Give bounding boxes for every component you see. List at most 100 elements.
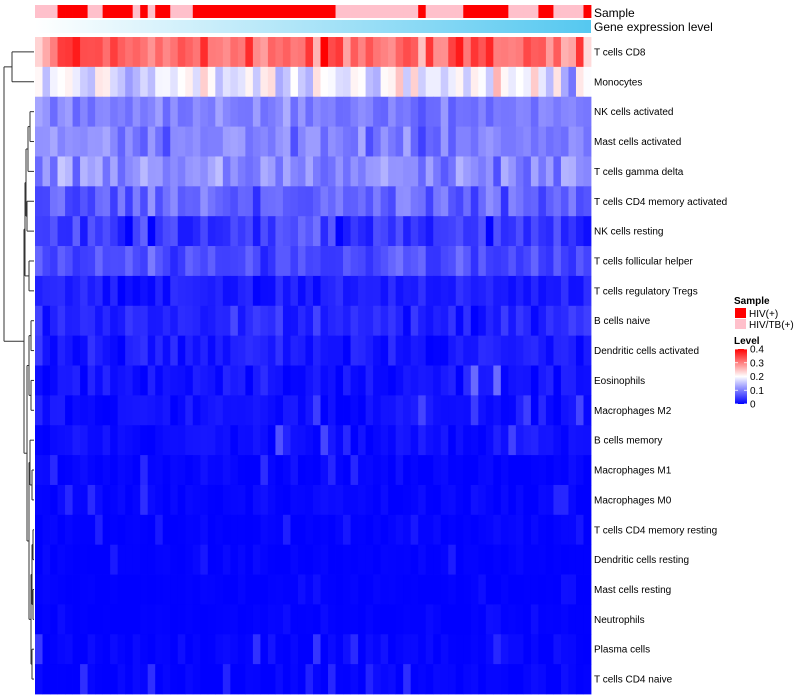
- heatmap-cell: [267, 425, 276, 456]
- heatmap-cell: [433, 216, 442, 247]
- heatmap-cell: [110, 455, 119, 486]
- heatmap-cell: [110, 66, 119, 98]
- heatmap-cell: [440, 37, 449, 68]
- heatmap-cell: [328, 305, 336, 337]
- sample-annotation-cell: [455, 5, 464, 18]
- heatmap-cell: [42, 365, 51, 396]
- heatmap-cell: [358, 455, 366, 486]
- heatmap-cell: [275, 544, 284, 575]
- heatmap-cell: [328, 246, 336, 277]
- heatmap-cell: [80, 66, 88, 98]
- heatmap-cell: [463, 275, 472, 307]
- heatmap-cell: [380, 275, 389, 307]
- sample-annotation-cell: [140, 5, 149, 18]
- heatmap-cell: [545, 484, 554, 516]
- heatmap-cell: [373, 66, 382, 98]
- heatmap-cell: [418, 634, 427, 665]
- heatmap-cell: [245, 514, 254, 546]
- heatmap-cell: [95, 455, 104, 486]
- heatmap-cell: [305, 365, 314, 396]
- heatmap-cell: [207, 604, 216, 635]
- heatmap-cell: [523, 216, 532, 247]
- heatmap-cell: [110, 634, 119, 665]
- heatmap-cell: [87, 156, 96, 187]
- heatmap-cell: [42, 395, 51, 426]
- heatmap-cell: [508, 216, 517, 247]
- heatmap-cell: [440, 574, 449, 605]
- heatmap-cell: [545, 37, 554, 68]
- heatmap-cell: [125, 37, 134, 68]
- heatmap-cell: [553, 186, 562, 217]
- heatmap-cell: [252, 156, 261, 187]
- heatmap-cell: [373, 365, 382, 396]
- heatmap-cell: [305, 246, 314, 277]
- heatmap-cell: [500, 275, 509, 307]
- sample-annotation-cell: [320, 5, 329, 18]
- heatmap-cell: [125, 425, 134, 456]
- heatmap-cell: [365, 96, 374, 127]
- heatmap-cell: [80, 305, 88, 337]
- heatmap-cell: [35, 604, 43, 635]
- heatmap-cell: [455, 365, 464, 396]
- heatmap-cell: [373, 455, 382, 486]
- heatmap-cell: [297, 574, 306, 605]
- heatmap-cell: [560, 37, 569, 68]
- heatmap-cell: [290, 514, 299, 546]
- heatmap-cell: [140, 246, 149, 277]
- heatmap-cell: [95, 664, 104, 695]
- sample-annotation-cell: [72, 5, 81, 18]
- heatmap-cell: [395, 96, 404, 127]
- heatmap-cell: [267, 246, 276, 277]
- sample-annotation-cell: [185, 5, 194, 18]
- heatmap-cell: [350, 514, 359, 546]
- heatmap-cell: [335, 455, 344, 486]
- heatmap-cell: [335, 126, 344, 157]
- heatmap-cell: [328, 37, 336, 68]
- heatmap-cell: [222, 156, 231, 187]
- heatmap-cell: [50, 365, 58, 396]
- sample-annotation-cell: [35, 5, 43, 18]
- heatmap-cell: [260, 126, 269, 157]
- heatmap-cell: [110, 604, 119, 635]
- heatmap-cell: [523, 335, 532, 366]
- heatmap-cell: [185, 186, 194, 217]
- heatmap-cell: [515, 246, 524, 277]
- heatmap-cell: [530, 305, 539, 337]
- heatmap-cell: [162, 156, 171, 187]
- sample-annotation-cell: [65, 5, 73, 18]
- heatmap-cell: [440, 305, 449, 337]
- heatmap-cell: [200, 335, 209, 366]
- sample-annotation-cell: [433, 5, 442, 18]
- sample-annotation-cell: [365, 5, 374, 18]
- sample-annotation-cell: [162, 5, 171, 18]
- heatmap-cell: [395, 305, 404, 337]
- heatmap-cell: [380, 66, 389, 98]
- heatmap-cell: [95, 514, 104, 546]
- heatmap-cell: [575, 604, 584, 635]
- heatmap-cell: [237, 604, 246, 635]
- heatmap-cell: [560, 335, 569, 366]
- heatmap-cell: [425, 425, 434, 456]
- heatmap-cell: [365, 514, 374, 546]
- heatmap-cell: [230, 514, 239, 546]
- heatmap-cell: [275, 484, 284, 516]
- sample-annotation-cell: [515, 5, 524, 18]
- sample-annotation-cell: [57, 5, 66, 18]
- heatmap-cell: [530, 156, 539, 187]
- heatmap-cell: [545, 126, 554, 157]
- heatmap-cell: [403, 186, 412, 217]
- heatmap-cell: [245, 604, 254, 635]
- row-label: Neutrophils: [594, 615, 645, 626]
- heatmap-cell: [583, 634, 592, 665]
- heatmap-cell: [102, 37, 111, 68]
- heatmap-cell: [403, 514, 412, 546]
- heatmap-cell: [358, 186, 366, 217]
- heatmap-cell: [132, 186, 141, 217]
- heatmap-cell: [493, 574, 502, 605]
- heatmap-cell: [568, 365, 577, 396]
- heatmap-cell: [530, 604, 539, 635]
- heatmap-cell: [418, 216, 427, 247]
- heatmap-cell: [425, 634, 434, 665]
- heatmap-cell: [297, 395, 306, 426]
- heatmap-cell: [162, 604, 171, 635]
